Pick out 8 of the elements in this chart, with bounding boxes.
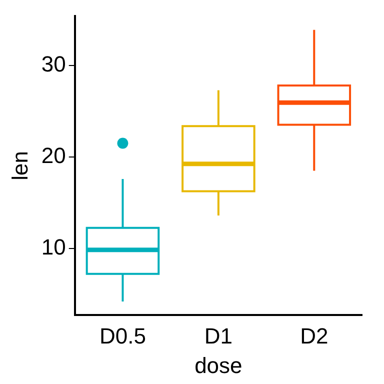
x-tick-label: D0.5	[99, 323, 146, 348]
x-axis-title: dose	[194, 352, 242, 378]
x-tick-label: D2	[300, 323, 328, 348]
y-tick-label: 30	[41, 52, 66, 77]
y-axis-title: len	[7, 151, 32, 180]
y-tick-label: 20	[41, 143, 66, 168]
x-tick-label: D1	[204, 323, 232, 348]
y-tick-label: 10	[41, 234, 66, 260]
